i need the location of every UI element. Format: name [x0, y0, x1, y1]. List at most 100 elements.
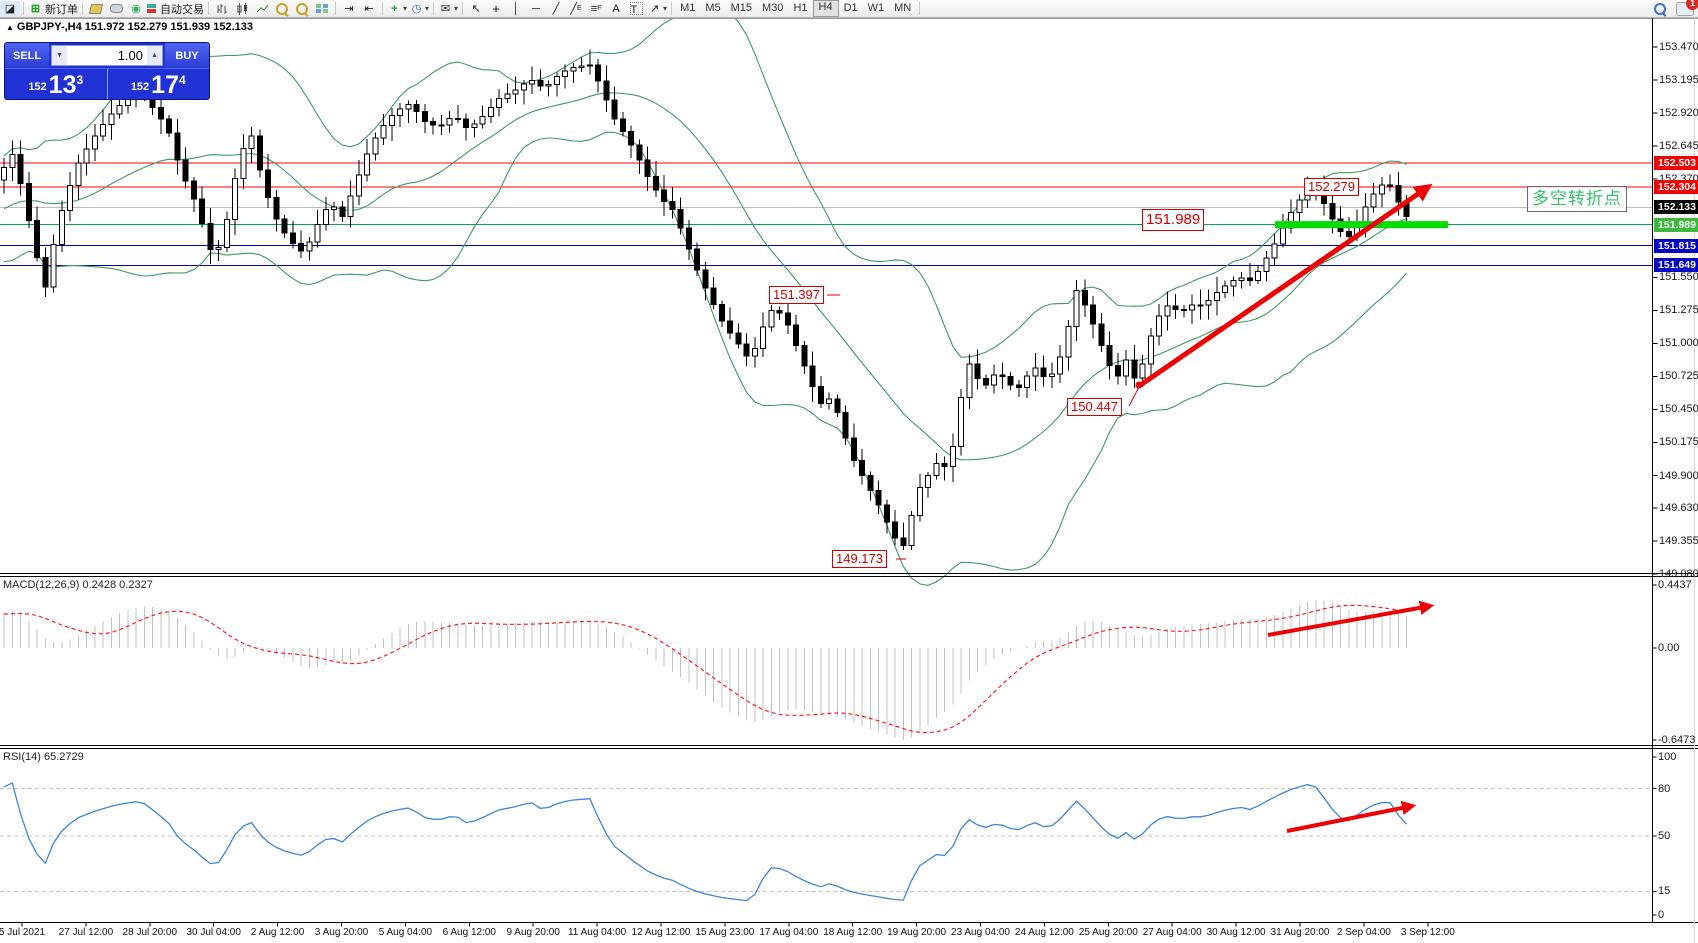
- channel-tool-button[interactable]: ╱ E: [566, 1, 586, 17]
- notification-badge: 1: [1686, 0, 1698, 10]
- one-click-trading-panel: SELL ▼ ▲ BUY 152 13 3 152 17 4: [4, 42, 210, 100]
- ask-quote[interactable]: 152 17 4: [106, 69, 210, 99]
- time-axis-label: 11 Aug 04:00: [567, 927, 627, 938]
- tf-m30-button[interactable]: M30: [762, 2, 784, 14]
- text-icon: A: [612, 2, 620, 15]
- crosshair-tool-button[interactable]: +: [486, 1, 506, 17]
- zoom-out-button[interactable]: [292, 1, 312, 17]
- bar-chart-mode-button[interactable]: [212, 1, 232, 17]
- price-badge: 152.503: [1654, 155, 1698, 170]
- time-axis-label: 30 Aug 12:00: [1206, 927, 1266, 938]
- tf-w1-button[interactable]: W1: [867, 2, 885, 14]
- time-axis-label: 30 Jul 04:00: [186, 927, 241, 938]
- volume-decrease-button[interactable]: ▼: [52, 46, 67, 65]
- trend-arrow-0[interactable]: [1140, 183, 1433, 387]
- tf-d1-button[interactable]: D1: [843, 2, 858, 14]
- fibonacci-icon: ≡ F: [590, 2, 602, 15]
- tf-m1-button[interactable]: M1: [680, 2, 696, 14]
- bar-chart-icon: [217, 3, 227, 14]
- price-tick-label: 149.630: [1659, 501, 1698, 514]
- tf-h1-button[interactable]: H1: [793, 2, 808, 14]
- zoom-in-button[interactable]: [272, 1, 292, 17]
- volume-spinner: ▼ ▲: [51, 45, 163, 66]
- price-annotation-label[interactable]: 151.397: [769, 286, 824, 304]
- sell-button[interactable]: SELL: [5, 43, 49, 68]
- macd-scale-label: 0.00: [1658, 642, 1680, 654]
- text-tool-button[interactable]: A: [606, 1, 626, 17]
- tile-windows-icon: [315, 4, 329, 13]
- time-axis-label: 9 Aug 20:00: [506, 927, 560, 938]
- candlestick-icon: [237, 2, 247, 15]
- trendline-tool-button[interactable]: ╱: [546, 1, 566, 17]
- price-tick-label: 150.175: [1659, 436, 1698, 449]
- tf-m15-button[interactable]: M15: [730, 2, 753, 14]
- note-text[interactable]: 多空转折点: [1527, 186, 1627, 212]
- label-tool-button[interactable]: T: [626, 1, 646, 17]
- price-tick-label: 152.645: [1659, 139, 1698, 152]
- macd-signal-line: [3, 604, 1407, 734]
- bid-quote[interactable]: 152 13 3: [28, 71, 84, 99]
- price-annotation-label[interactable]: 151.989: [1142, 209, 1205, 231]
- new-order-icon: ⊞: [30, 2, 41, 15]
- time-axis-label: 3 Sep 12:00: [1400, 927, 1455, 938]
- price-annotation-label[interactable]: 150.447: [1067, 398, 1122, 416]
- macd-histogram: [3, 600, 1407, 740]
- periods-button[interactable]: ◷ ▾: [408, 1, 430, 17]
- volume-increase-button[interactable]: ▲: [147, 46, 162, 65]
- window-icon[interactable]: ◪: [0, 0, 20, 17]
- volume-input[interactable]: [67, 46, 147, 65]
- time-axis-label: 27 Aug 04:00: [1142, 927, 1202, 938]
- price-annotation-label[interactable]: 149.173: [832, 550, 887, 568]
- price-tick-label: 153.470: [1659, 40, 1698, 53]
- new-order-button[interactable]: ⊞ 新订单: [27, 1, 79, 17]
- price-tick-label: 150.725: [1659, 370, 1698, 383]
- arrows-tool-button[interactable]: ↗ ▾: [646, 1, 668, 17]
- chat-icon[interactable]: 1: [1676, 0, 1698, 16]
- buy-button[interactable]: BUY: [165, 43, 209, 68]
- cursor-tool-button[interactable]: ↖: [466, 1, 486, 17]
- trend-arrow-2[interactable]: [1286, 800, 1417, 833]
- main-toolbar: ◪ ⊞ 新订单 ◉ 自动交易: [0, 0, 1698, 18]
- time-axis-label: 18 Aug 12:00: [823, 927, 883, 938]
- price-tick-label: 151.275: [1659, 304, 1698, 317]
- rsi-label: RSI(14) 65.2729: [3, 751, 84, 763]
- line-chart-mode-button[interactable]: [252, 1, 272, 17]
- profiles-button[interactable]: [86, 1, 106, 17]
- chart-ohlc-header: ▲ GBPJPY-,H4 151.972 152.279 151.939 152.…: [6, 21, 253, 33]
- fibonacci-tool-button[interactable]: ≡ F: [586, 1, 606, 17]
- templates-button[interactable]: ✉ ▾: [437, 1, 459, 17]
- hline-tool-button[interactable]: ─: [526, 1, 546, 17]
- candle-chart-mode-button[interactable]: [232, 1, 252, 17]
- price-annotation-label[interactable]: 152.279: [1304, 178, 1359, 196]
- time-axis-label: 6 Aug 12:00: [442, 927, 496, 938]
- time-axis-label: 24 Aug 12:00: [1014, 927, 1074, 938]
- time-axis-label: 28 Jul 20:00: [122, 927, 178, 938]
- trendline-icon: ╱: [552, 2, 560, 15]
- tile-windows-button[interactable]: [312, 1, 332, 17]
- vline-tool-button[interactable]: │: [506, 1, 526, 17]
- zoom-in-icon: [276, 2, 289, 17]
- metaquotes-id-button[interactable]: [106, 1, 126, 17]
- tf-h4-button[interactable]: H4: [812, 0, 839, 17]
- time-axis-label: 15 Aug 23:00: [695, 927, 755, 938]
- tf-m5-button[interactable]: M5: [705, 2, 721, 14]
- chart-shift-button[interactable]: ⇤: [359, 1, 379, 17]
- indicators-icon: +: [391, 2, 398, 15]
- auto-trade-button[interactable]: 自动交易: [146, 1, 205, 17]
- macd-scale-label: -0.6473: [1658, 733, 1696, 746]
- collapse-triangle-icon[interactable]: ▲: [6, 23, 14, 32]
- tf-mn-button[interactable]: MN: [894, 2, 912, 14]
- search-icon[interactable]: [1654, 2, 1667, 17]
- signals-button[interactable]: ◉: [126, 1, 146, 17]
- time-axis-label: 27 Jul 12:00: [58, 927, 114, 938]
- zoom-out-icon: [296, 2, 309, 17]
- indicators-button[interactable]: + ▾: [386, 1, 408, 17]
- cloud-icon: [109, 4, 123, 13]
- trend-arrow-1[interactable]: [1267, 600, 1435, 637]
- time-axis-label: 23 Aug 04:00: [951, 927, 1010, 938]
- auto-scroll-button[interactable]: ⇥: [339, 1, 359, 17]
- trend-start-dot: [1135, 381, 1143, 389]
- signal-icon: ◉: [131, 2, 141, 15]
